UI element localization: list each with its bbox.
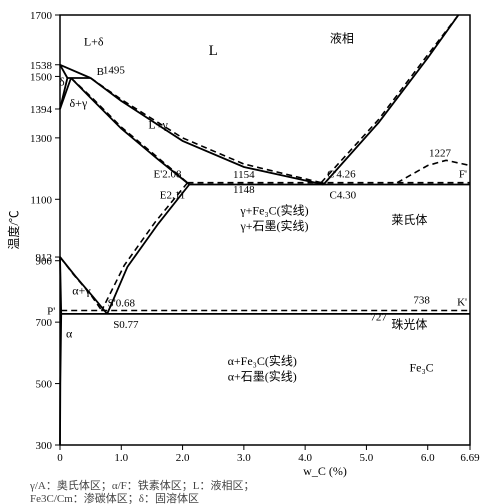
region-label: L — [209, 43, 218, 59]
point-label: 1148 — [233, 184, 255, 196]
x-tick-label: 0 — [57, 452, 63, 464]
x-tick-label: 1.0 — [114, 452, 128, 464]
region-label: α+Fe₃C(实线) — [228, 353, 297, 368]
region-label: δ+γ — [70, 96, 88, 110]
region-label: α+γ — [72, 284, 91, 298]
region-label: L+γ — [148, 118, 168, 132]
y-tick-label: 1300 — [30, 133, 53, 145]
point-label: C'4.26 — [327, 169, 356, 181]
footer-line: γ/A：奥氏体区；α/F：铁素体区；L：液相区； — [29, 478, 255, 492]
x-tick-label: 5.0 — [360, 452, 374, 464]
region-label: Fe₃C — [409, 360, 433, 374]
y-tick-label: 500 — [36, 379, 53, 391]
y-tick-label: 1500 — [30, 71, 53, 83]
y-tick-label: 700 — [36, 317, 53, 329]
x-axis-label: w_C (%) — [303, 464, 347, 478]
y-tick-label: 1100 — [30, 194, 52, 206]
point-label: 1227 — [429, 147, 452, 159]
y-tick-label: 1700 — [30, 10, 53, 22]
region-label: γ+石墨(实线) — [239, 218, 308, 233]
fe-c-phase-diagram: 3005007009009121100130013941500153817000… — [0, 0, 500, 504]
region-label: 珠光体 — [391, 317, 427, 331]
region-label: 液相 — [330, 31, 354, 46]
y-tick-label: 300 — [36, 440, 53, 452]
point-label: C4.30 — [330, 190, 357, 202]
y-tick-label: 1394 — [30, 104, 53, 116]
point-label: 1495 — [103, 64, 126, 76]
point-label: E2.11 — [160, 190, 186, 202]
point-label: E'2.08 — [154, 169, 182, 181]
point-label: F' — [459, 169, 467, 181]
y-axis-label: 温度/℃ — [6, 210, 21, 249]
point-label: P' — [47, 305, 55, 317]
x-tick-label: 4.0 — [298, 452, 312, 464]
point-label: 727 — [370, 312, 387, 324]
point-label: 738 — [413, 295, 430, 307]
footer-line: Fe3C/Cm：渗碳体区；δ：固溶体区 — [30, 491, 199, 504]
x-tick-label: 2.0 — [176, 452, 190, 464]
x-tick-label: 6.69 — [460, 452, 480, 464]
point-label: 1154 — [233, 169, 255, 181]
region-label: L+δ — [84, 35, 104, 49]
y-tick-label: 912 — [36, 252, 53, 264]
point-label: S0.77 — [113, 319, 139, 331]
x-tick-label: 3.0 — [237, 452, 251, 464]
region-label: α+石墨(实线) — [228, 369, 297, 384]
y-tick-label: 1538 — [30, 60, 53, 72]
region-label: δ — [59, 75, 65, 89]
region-label: γ+Fe₃C(实线) — [239, 203, 308, 218]
point-label: K' — [457, 296, 467, 308]
x-tick-label: 6.0 — [421, 452, 435, 464]
region-label: 莱氏体 — [391, 213, 427, 227]
region-label: α — [66, 327, 73, 341]
point-label: S'0.68 — [108, 297, 136, 309]
